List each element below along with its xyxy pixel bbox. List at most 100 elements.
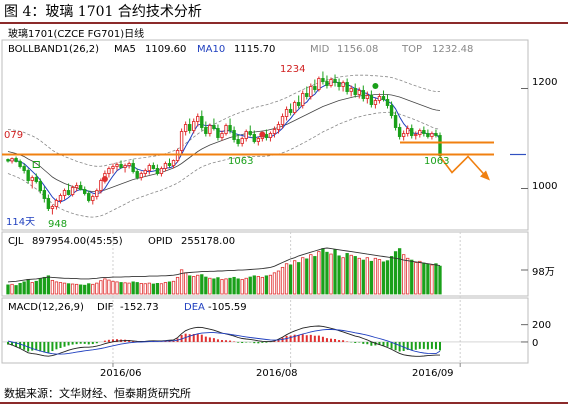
volume-bar bbox=[83, 284, 87, 295]
volume-bar bbox=[208, 277, 212, 295]
x-tick-2016-06: 2016/06 bbox=[100, 368, 142, 379]
candle-body bbox=[288, 109, 293, 113]
volume-bar bbox=[280, 266, 285, 295]
candle-body bbox=[187, 124, 192, 131]
volume-bar bbox=[369, 260, 374, 295]
volume-bar bbox=[236, 278, 240, 295]
candle-body bbox=[208, 125, 212, 134]
volume-bar bbox=[329, 253, 333, 295]
volume-bar bbox=[240, 279, 244, 295]
candle-body bbox=[305, 93, 309, 97]
candle-body bbox=[381, 96, 386, 100]
candle-body bbox=[268, 133, 273, 138]
volume-bar bbox=[228, 277, 232, 295]
candle-body bbox=[337, 82, 341, 87]
candle-body bbox=[410, 128, 414, 136]
mid-label: MID bbox=[310, 44, 330, 55]
candle-body bbox=[83, 189, 87, 194]
open-interest-line bbox=[7, 247, 441, 283]
volume-bar bbox=[418, 260, 422, 295]
volume-bar bbox=[131, 281, 135, 295]
volume-bar bbox=[244, 277, 248, 295]
candle-body bbox=[14, 158, 18, 162]
volume-bar bbox=[119, 282, 123, 295]
candle-body bbox=[87, 193, 91, 201]
volume-bar bbox=[107, 279, 111, 295]
volume-bar bbox=[256, 276, 260, 295]
candle-body bbox=[272, 129, 277, 134]
mid-value: 1156.08 bbox=[337, 44, 378, 55]
volume-bar bbox=[422, 262, 426, 295]
volume-bar bbox=[143, 283, 147, 295]
volume-bar bbox=[301, 257, 305, 295]
opid-label: OPID bbox=[148, 236, 173, 247]
support-annotation-b: 1063 bbox=[424, 156, 449, 167]
volume-bar bbox=[402, 254, 406, 295]
projection-path bbox=[439, 155, 487, 178]
signal-marker-b bbox=[259, 131, 266, 138]
volume-bar bbox=[103, 278, 107, 295]
volume-bar bbox=[349, 254, 353, 295]
top-value: 1232.48 bbox=[432, 44, 473, 55]
dif-label: DIF bbox=[97, 302, 114, 313]
volume-bar bbox=[183, 272, 188, 295]
volume-bar bbox=[325, 251, 329, 295]
ma10-label: MA10 bbox=[197, 44, 225, 55]
candle-body bbox=[123, 165, 127, 168]
volume-bar bbox=[171, 280, 176, 295]
volume-bar bbox=[147, 282, 151, 295]
volume-bar bbox=[393, 251, 398, 295]
volume-bar bbox=[216, 277, 220, 295]
volume-bar bbox=[34, 280, 38, 295]
count-annotation: 114天 bbox=[6, 217, 35, 228]
volume-bar bbox=[58, 282, 63, 295]
volume-bar bbox=[276, 270, 281, 295]
volume-bar bbox=[317, 251, 321, 295]
candle-body bbox=[151, 165, 156, 169]
candle-body bbox=[341, 82, 345, 87]
candle-body bbox=[143, 170, 147, 174]
candle-body bbox=[155, 168, 160, 174]
ma10-value: 1115.70 bbox=[234, 44, 275, 55]
candle-body bbox=[244, 131, 248, 139]
volume-bar bbox=[175, 276, 180, 295]
volume-bar bbox=[200, 274, 204, 295]
candle-body bbox=[418, 130, 422, 135]
candle-body bbox=[135, 171, 139, 178]
opid-value: 255178.00 bbox=[181, 236, 235, 247]
volume-bar bbox=[293, 260, 297, 295]
volume-bar bbox=[127, 282, 131, 295]
volume-bar bbox=[167, 281, 172, 295]
price-panel-frame bbox=[1, 39, 529, 231]
candle-body bbox=[78, 185, 83, 190]
ma5-value: 1109.60 bbox=[145, 44, 186, 55]
candle-body bbox=[434, 133, 438, 136]
high-annotation: 1234 bbox=[280, 64, 305, 75]
candle-body bbox=[397, 127, 402, 137]
candle-body bbox=[292, 102, 297, 113]
macd-tick-0: 0 bbox=[532, 338, 538, 349]
volume-bar bbox=[14, 285, 18, 295]
candle-body bbox=[200, 116, 204, 128]
cjl-label: CJL bbox=[8, 236, 24, 247]
volume-bar bbox=[6, 284, 10, 295]
signal-marker-a bbox=[101, 176, 108, 182]
candle-body bbox=[163, 163, 168, 169]
cjl-value: 897954.00(45:55) bbox=[32, 236, 123, 247]
dif-value: -152.73 bbox=[120, 302, 159, 313]
candle-body bbox=[26, 170, 30, 181]
volume-bar bbox=[212, 278, 216, 295]
candle-body bbox=[99, 180, 103, 191]
support-annotation-a: 1063 bbox=[228, 156, 253, 167]
volume-bar bbox=[385, 260, 390, 295]
volume-bar bbox=[38, 278, 42, 295]
volume-bar bbox=[123, 282, 127, 295]
price-tick-1000: 1000 bbox=[532, 181, 557, 192]
candle-body bbox=[6, 159, 10, 162]
candle-body bbox=[22, 166, 26, 171]
candle-body bbox=[111, 166, 115, 169]
candle-body bbox=[74, 185, 79, 188]
volume-bar bbox=[365, 257, 369, 295]
volume-bar bbox=[79, 284, 83, 295]
candle-body bbox=[252, 134, 256, 142]
